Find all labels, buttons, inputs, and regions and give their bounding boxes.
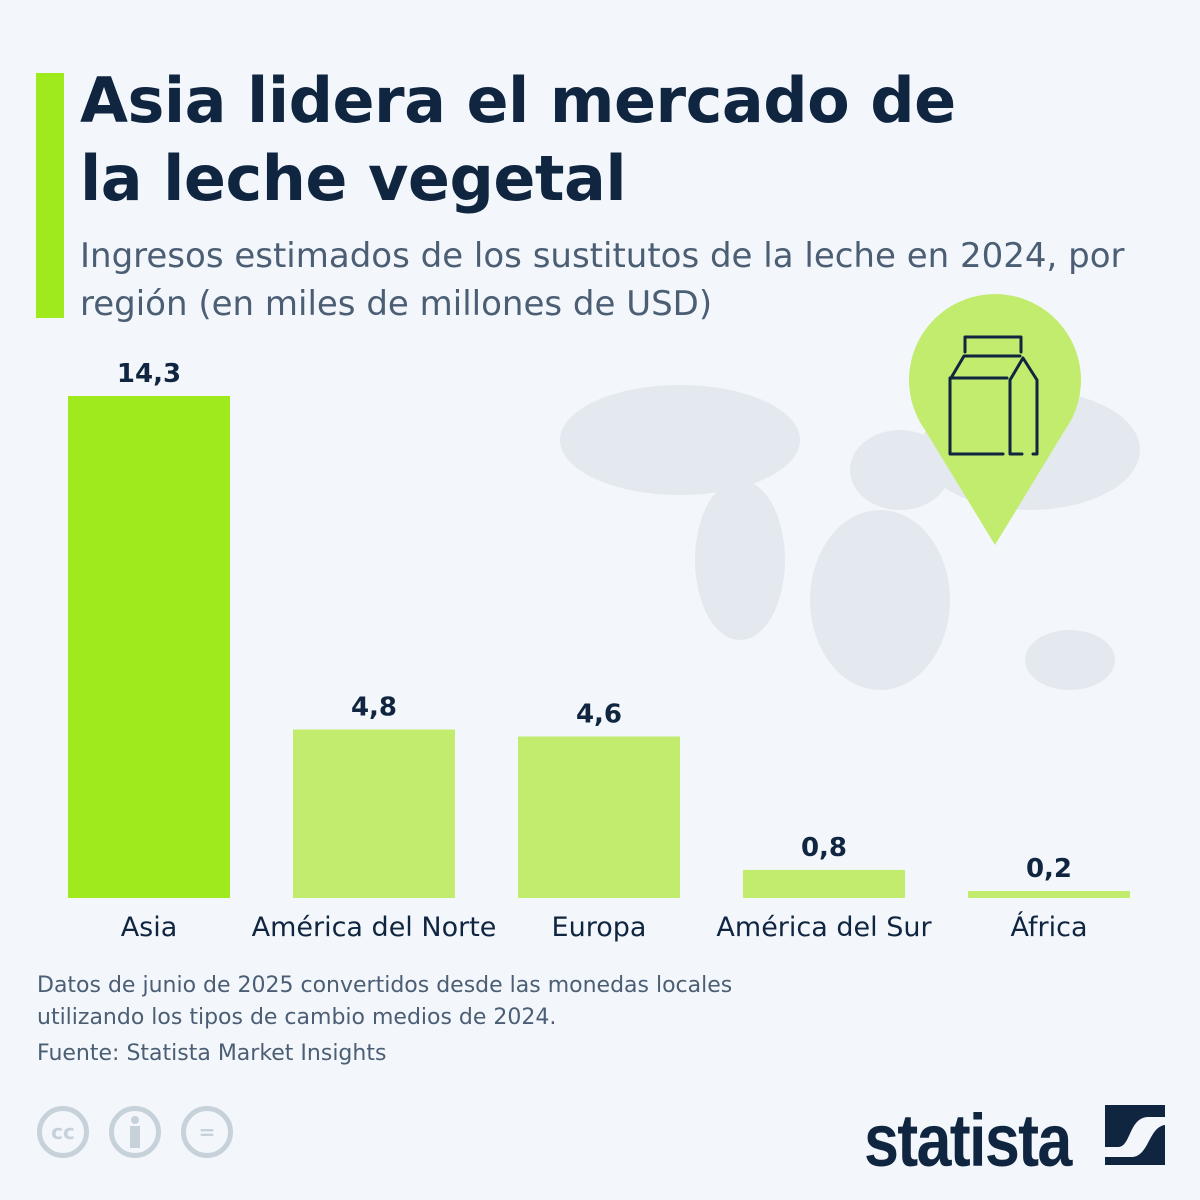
nd-icon-label: = — [198, 1120, 216, 1144]
category-label-4: África — [1010, 911, 1087, 943]
value-label-1: 4,8 — [351, 692, 397, 722]
value-label-0: 14,3 — [117, 359, 181, 389]
category-label-1: América del Norte — [252, 912, 497, 943]
chart-title: Asia lidera el mercado de la leche veget… — [80, 64, 956, 215]
cc-icon[interactable]: cc — [37, 1106, 89, 1158]
location-pin-icon — [908, 294, 1081, 545]
source: Fuente: Statista Market Insights — [37, 1041, 387, 1066]
title-accent-bar — [36, 73, 64, 318]
person-icon — [130, 1116, 140, 1148]
milk-carton-icon — [948, 335, 1039, 456]
chart-subtitle: Ingresos estimados de los sustitutos de … — [80, 236, 1125, 324]
cc-icon-label: cc — [51, 1120, 75, 1144]
bar-2 — [518, 736, 680, 898]
value-label-2: 4,6 — [576, 700, 622, 730]
category-label-0: Asia — [121, 912, 178, 943]
bar-chart: 14,3 Asia 4,8 América del Norte 4,6 Europa 0,8… — [68, 294, 1140, 943]
category-label-3: América del Sur — [716, 912, 932, 943]
value-label-4: 0,2 — [1026, 854, 1072, 884]
leaf-icon — [958, 401, 1002, 444]
category-label-2: Europa — [552, 912, 647, 943]
by-icon[interactable] — [109, 1106, 161, 1158]
value-label-3: 0,8 — [801, 833, 847, 863]
statista-logo[interactable]: statista — [864, 1099, 1072, 1182]
bar-3 — [743, 869, 905, 898]
bar-0 — [68, 396, 230, 898]
bar-1 — [293, 729, 455, 898]
statista-logo-mark-icon — [1105, 1105, 1165, 1165]
footnote: Datos de junio de 2025 convertidos desde… — [37, 973, 733, 1030]
bar-4 — [968, 890, 1130, 898]
nd-icon[interactable]: = — [181, 1106, 233, 1158]
